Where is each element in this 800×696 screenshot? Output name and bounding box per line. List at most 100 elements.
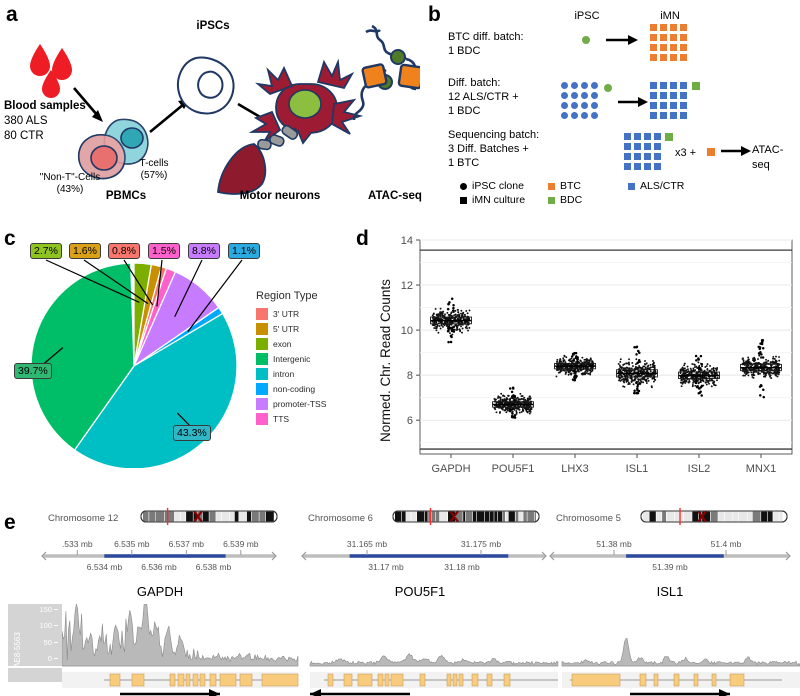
data-point (649, 363, 652, 366)
data-point (589, 358, 592, 361)
data-point (653, 380, 655, 383)
data-point-outlier (513, 395, 516, 399)
ideogram-band (186, 511, 193, 522)
data-point (619, 358, 622, 361)
data-point (623, 379, 626, 381)
data-point (774, 361, 777, 364)
data-point (580, 360, 582, 363)
legend-alsctr-label: ALS/CTR (640, 180, 685, 192)
data-point-outlier (636, 391, 640, 395)
imn-culture-square (650, 92, 657, 99)
data-point (684, 375, 687, 378)
data-point (705, 365, 708, 367)
data-point (439, 307, 442, 310)
data-point (495, 411, 498, 414)
ipsc-clone-dot (571, 92, 578, 99)
axis-arrow-left-icon (301, 551, 307, 561)
data-point-outlier (762, 395, 765, 399)
data-point (652, 364, 655, 367)
data-point (569, 372, 572, 375)
data-point (692, 381, 694, 384)
data-point (500, 392, 503, 395)
data-point (700, 369, 703, 372)
diff-batch-sub2: 1 BDC (448, 105, 481, 117)
data-point (774, 359, 777, 362)
ideogram-band (674, 511, 679, 522)
data-point (683, 367, 686, 370)
data-point-outlier (446, 330, 450, 333)
data-point (760, 356, 762, 359)
pie-label-intergenic: 39.7% (14, 363, 52, 379)
pie-label-5utr: 1.6% (69, 243, 101, 259)
data-point (560, 366, 563, 369)
data-point (564, 361, 567, 364)
panel-d-plot: 6 8 10 12 14 GAPDH POU5F1 LHX3 ISL1 ISL2 MNX1 (401, 236, 793, 472)
data-point (434, 307, 437, 310)
data-point (765, 368, 768, 371)
data-point (774, 365, 777, 368)
data-point (645, 362, 648, 365)
atac-signal-profile (309, 653, 559, 667)
gene-exon (384, 673, 390, 687)
data-point (752, 376, 755, 379)
data-point (771, 372, 774, 375)
data-point (577, 370, 579, 373)
data-point (652, 359, 654, 362)
imn-culture-square (634, 133, 641, 140)
imn-culture-square (680, 102, 687, 109)
data-point (695, 365, 698, 368)
data-point-outlier (450, 297, 454, 301)
data-point-outlier (700, 362, 704, 366)
data-point (640, 374, 643, 377)
legend-bdc-label: BDC (560, 194, 583, 206)
gene-exon (729, 673, 745, 687)
data-point (586, 370, 589, 373)
data-point-outlier (449, 334, 453, 338)
data-point (687, 368, 689, 371)
ideogram-band (197, 511, 203, 522)
data-point (653, 370, 655, 373)
imn-culture-square (680, 24, 687, 31)
data-point (680, 385, 683, 388)
data-point (456, 327, 458, 330)
ipsc-clone-dot (591, 102, 598, 109)
data-point (556, 363, 559, 366)
ideogram-border (392, 510, 540, 523)
signal-yaxis: AE8-5563 150 100 50 0 (13, 605, 58, 666)
data-point (620, 366, 623, 369)
blood-drop-icon (30, 44, 72, 98)
data-point (762, 372, 765, 375)
ideogram-band (234, 511, 239, 522)
data-point-outlier (633, 345, 636, 349)
data-point (522, 405, 525, 407)
data-point (757, 372, 760, 375)
data-point (620, 374, 623, 377)
data-point (511, 410, 514, 413)
ipsc-clone-dot (561, 102, 568, 109)
ideogram-band (523, 511, 527, 522)
data-point (715, 372, 718, 375)
legend-swatch-icon (256, 323, 268, 335)
data-point (747, 371, 750, 374)
data-point (439, 312, 442, 315)
data-point (778, 356, 781, 358)
blood-als-count: 380 ALS (4, 115, 48, 127)
gene-exon (486, 673, 493, 687)
data-point (689, 367, 692, 370)
axis-tick-label-top: 31.165 mb (347, 539, 387, 549)
data-point (744, 370, 747, 373)
ideogram-band (656, 511, 662, 522)
data-point (524, 407, 527, 410)
ideogram-band (724, 511, 733, 522)
btc-batch-title: BTC diff. batch: (448, 31, 524, 43)
data-point (498, 405, 501, 408)
ideogram-band (417, 511, 425, 522)
ideogram-band (143, 511, 149, 522)
ideogram-band (448, 511, 456, 522)
axis-tick-label-top: 31.175 mb (461, 539, 501, 549)
data-point (694, 384, 697, 387)
ideogram-band (465, 511, 473, 522)
data-point (684, 369, 686, 372)
data-point (559, 370, 562, 373)
imn-culture-square (670, 82, 677, 89)
